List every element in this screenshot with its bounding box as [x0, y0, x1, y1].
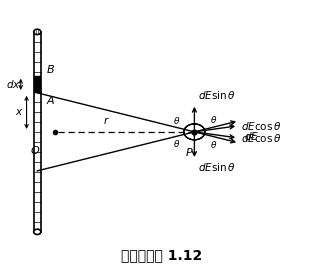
Circle shape: [34, 29, 41, 35]
Text: $\theta$: $\theta$: [173, 114, 180, 126]
Text: $dE\sin\theta$: $dE\sin\theta$: [198, 161, 236, 173]
Circle shape: [34, 229, 41, 235]
Bar: [34, 76, 41, 93]
Text: $dx$: $dx$: [6, 78, 21, 90]
Text: $A$: $A$: [46, 94, 55, 106]
Text: $dE\cos\theta$: $dE\cos\theta$: [241, 132, 282, 144]
Text: चित्र 1.12: चित्र 1.12: [122, 248, 202, 262]
Text: $\theta$: $\theta$: [173, 138, 180, 149]
Text: $r$: $r$: [103, 115, 110, 126]
Text: $\theta$: $\theta$: [210, 114, 217, 125]
Text: $O$: $O$: [30, 144, 41, 156]
Text: $dE$: $dE$: [244, 130, 259, 142]
Text: $\theta$: $\theta$: [210, 139, 217, 150]
Text: $B$: $B$: [46, 63, 55, 74]
Text: $P$: $P$: [185, 147, 194, 158]
Text: $x$: $x$: [15, 107, 24, 117]
Text: $dE\cos\theta$: $dE\cos\theta$: [241, 120, 282, 132]
Bar: [34, 32, 41, 232]
Text: $dE\sin\theta$: $dE\sin\theta$: [198, 89, 236, 101]
